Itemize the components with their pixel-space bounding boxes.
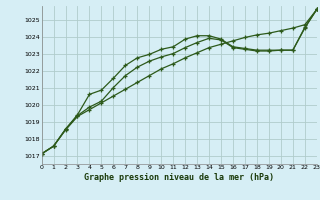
X-axis label: Graphe pression niveau de la mer (hPa): Graphe pression niveau de la mer (hPa) [84, 173, 274, 182]
